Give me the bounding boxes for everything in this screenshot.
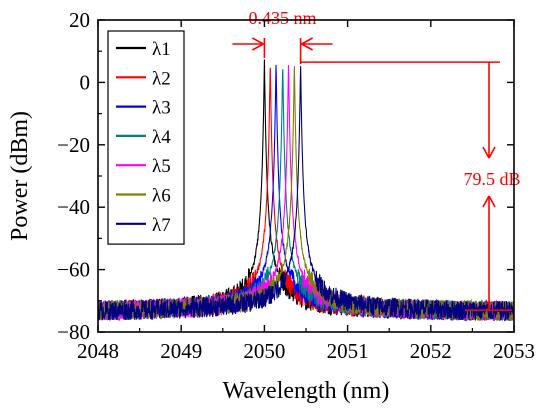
legend-label: λ1 bbox=[152, 39, 171, 60]
ratio-label: 79.5 dB bbox=[463, 169, 520, 189]
y-tick-label: −80 bbox=[57, 320, 90, 344]
y-tick-label: −40 bbox=[57, 195, 90, 219]
ratio-arrowhead-top bbox=[482, 146, 496, 159]
legend-label: λ4 bbox=[152, 127, 171, 148]
y-axis-title: Power (dBm) bbox=[7, 111, 33, 241]
y-tick-label: 20 bbox=[69, 8, 90, 32]
x-tick-label: 2048 bbox=[77, 339, 119, 363]
x-tick-label: 2051 bbox=[327, 339, 369, 363]
y-tick-label: −20 bbox=[57, 133, 90, 157]
legend-label: λ3 bbox=[152, 98, 171, 119]
y-tick-label: −60 bbox=[57, 258, 90, 282]
legend-label: λ7 bbox=[152, 215, 171, 236]
annotation-layer: 0.435 nm 79.5 dB bbox=[232, 8, 521, 311]
x-axis-title: Wavelength (nm) bbox=[223, 378, 390, 404]
series-line-7 bbox=[98, 66, 514, 321]
x-tick-label: 2053 bbox=[493, 339, 535, 363]
legend: λ1 λ2 λ3 λ4 λ5 λ6 λ7 bbox=[107, 30, 185, 245]
spacing-arrowhead-right bbox=[301, 37, 313, 51]
legend-label: λ2 bbox=[152, 68, 171, 89]
y-tick-label: 0 bbox=[80, 70, 91, 94]
spacing-label: 0.435 nm bbox=[248, 8, 316, 28]
tick-layer: 2048 2049 2050 2051 2052 2053 −80 −60 −40 −20 0 20 bbox=[57, 8, 535, 363]
legend-box bbox=[107, 30, 185, 245]
ratio-arrowhead-bottom bbox=[482, 195, 496, 208]
x-tick-label: 2049 bbox=[160, 339, 202, 363]
legend-label: λ5 bbox=[152, 156, 171, 177]
x-tick-label: 2050 bbox=[243, 339, 285, 363]
spacing-arrowhead-left bbox=[252, 37, 264, 51]
legend-label: λ6 bbox=[152, 186, 171, 207]
x-tick-label: 2052 bbox=[410, 339, 452, 363]
series-layer bbox=[98, 59, 514, 322]
